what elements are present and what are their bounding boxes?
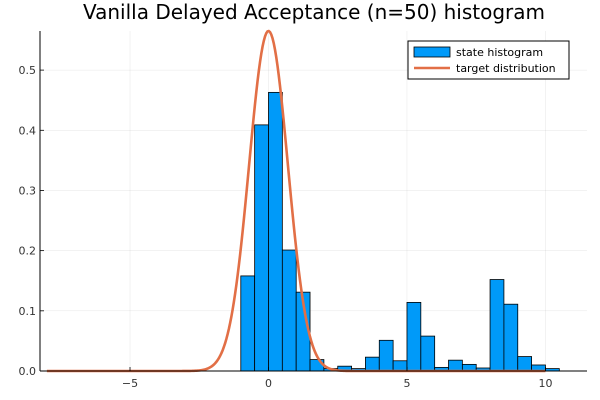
x-tick-label: 10: [538, 377, 552, 390]
histogram-bars: [240, 91, 560, 372]
x-tick-label: −5: [122, 377, 138, 390]
legend: state histogram target distribution: [407, 40, 570, 80]
histogram-bar: [420, 335, 436, 372]
x-tick-label: 0: [265, 377, 272, 390]
y-tick-label: 0.2: [19, 245, 37, 258]
histogram-bar: [503, 303, 519, 372]
legend-label-target-distribution: target distribution: [456, 62, 556, 75]
x-tick-label: 5: [403, 377, 410, 390]
histogram-bar: [489, 279, 505, 372]
chart-title: Vanilla Delayed Acceptance (n=50) histog…: [83, 0, 545, 24]
histogram-bar: [254, 124, 269, 372]
legend-swatch-state-histogram: [413, 46, 451, 58]
y-tick-label: 0.5: [19, 64, 37, 77]
y-tick-label: 0.3: [19, 184, 37, 197]
histogram-bar: [392, 360, 408, 372]
histogram-bar: [517, 356, 533, 372]
histogram-bar: [365, 356, 380, 372]
histogram-bar: [281, 249, 297, 372]
y-tick-label: 0.0: [19, 365, 37, 378]
axes: [39, 31, 587, 372]
histogram-bar: [268, 91, 283, 372]
y-tick-label: 0.1: [19, 305, 37, 318]
histogram-bar: [240, 275, 256, 372]
histogram-bar: [406, 301, 422, 372]
tick-labels: −5 0 5 10 0.0 0.1 0.2 0.3 0.4 0.5: [19, 64, 553, 390]
histogram-bar: [448, 359, 463, 372]
histogram-bar: [378, 339, 394, 372]
y-tick-label: 0.4: [19, 124, 37, 137]
legend-label-state-histogram: state histogram: [456, 46, 543, 59]
